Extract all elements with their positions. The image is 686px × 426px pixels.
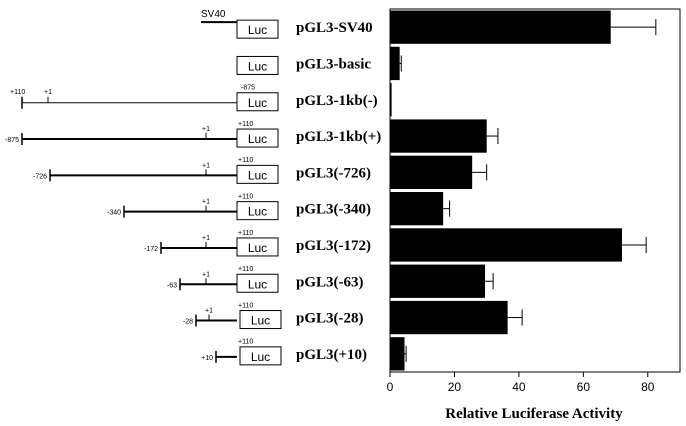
x-tick-label: 60 — [577, 380, 591, 394]
bar-pGL3(-340) — [390, 192, 444, 226]
position-label: +110 — [238, 266, 253, 273]
construct-label-pGL3-1kb(-): pGL3-1kb(-) — [296, 93, 378, 109]
position-label: -875 — [241, 85, 255, 92]
luc-box — [236, 201, 279, 221]
tss-label: +1 — [205, 308, 213, 315]
position-label: +110 — [238, 302, 253, 309]
bar-pGL3(+10) — [390, 337, 405, 371]
position-label: +110 — [238, 121, 253, 128]
construct-labels: pGL3-SV40 pGL3-basic pGL3-1kb(-) pGL3-1kb(+… — [296, 20, 381, 363]
luc-box — [236, 237, 279, 257]
tss-label: +1 — [202, 235, 210, 242]
error-bars — [399, 19, 657, 362]
construct-label-pGL3(-340): pGL3(-340) — [296, 202, 371, 218]
luc-label: Luc — [248, 241, 267, 255]
construct-label-pGL3(-172): pGL3(-172) — [296, 238, 371, 254]
position-label: +110 — [238, 157, 253, 164]
luc-box — [236, 128, 279, 148]
position-label: -172 — [144, 246, 158, 253]
x-tick-label: 20 — [448, 380, 462, 394]
luc-box — [236, 19, 279, 39]
luc-label: Luc — [251, 314, 270, 328]
construct-pGL3(-28): -28 +1 +110 Luc — [183, 302, 282, 330]
construct-pGL3(-172): -172 +1 +110 Luc — [144, 230, 279, 257]
tss-label: +1 — [202, 162, 210, 169]
construct-label-pGL3(-28): pGL3(-28) — [296, 311, 364, 327]
construct-label-pGL3(-63): pGL3(-63) — [296, 274, 364, 290]
position-label: +110 — [10, 89, 25, 96]
bar-pGL3-basic — [390, 46, 400, 81]
construct-label-pGL3(+10): pGL3(+10) — [296, 347, 367, 363]
x-tick-label: 40 — [512, 380, 526, 394]
position-label: +110 — [238, 230, 253, 237]
luc-box — [239, 310, 282, 330]
position-label: -340 — [107, 210, 121, 217]
bar-pGL3(-172) — [390, 228, 622, 262]
position-label: -28 — [183, 319, 193, 326]
luc-box — [236, 164, 279, 184]
bar-pGL3(-28) — [390, 300, 508, 335]
position-label: -63 — [167, 282, 177, 289]
construct-pGL3(-726): -726 +1 +110 Luc — [33, 157, 279, 184]
construct-pGL3-1kb(-): +110 +1 -875 Luc — [10, 85, 279, 112]
bar-pGL3-SV40 — [390, 10, 611, 44]
bar-pGL3-1kb(-) — [390, 83, 392, 117]
position-label: -726 — [33, 173, 47, 180]
tss-label: +1 — [202, 199, 210, 206]
tss-label: +1 — [202, 126, 210, 133]
x-tick-label: 0 — [387, 380, 394, 394]
construct-pGL3-1kb(+): -875 +1 +110 Luc — [5, 121, 279, 148]
construct-pGL3-basic: Luc — [236, 55, 279, 75]
luc-label: Luc — [248, 132, 267, 146]
tss-label: +1 — [44, 89, 52, 96]
luc-box — [239, 346, 282, 366]
tss-label: +1 — [202, 271, 210, 278]
x-tick-label: 80 — [641, 380, 655, 394]
luc-label: Luc — [248, 205, 267, 219]
x-axis-title: Relative Luciferase Activity — [445, 406, 623, 422]
construct-label-pGL3-basic: pGL3-basic — [296, 56, 371, 72]
construct-pGL3(-63): -63 +1 +110 Luc — [167, 266, 279, 293]
bar-pGL3(-726) — [390, 155, 473, 189]
construct-pGL3-SV40: SV40 Luc — [201, 9, 279, 39]
luc-box — [236, 273, 279, 293]
luc-box — [236, 92, 279, 112]
bar-pGL3(-63) — [390, 264, 486, 298]
luc-label: Luc — [251, 350, 270, 364]
construct-label-pGL3-SV40: pGL3-SV40 — [296, 20, 373, 36]
luc-box — [236, 55, 279, 75]
position-label: +110 — [238, 194, 253, 201]
luc-label: Luc — [248, 23, 267, 37]
luc-label: Luc — [248, 277, 267, 291]
bar-pGL3-1kb(+) — [390, 119, 487, 153]
luc-label: Luc — [248, 96, 267, 110]
plot-frame — [389, 8, 681, 373]
position-label: +110 — [238, 339, 253, 346]
promoter-label: SV40 — [201, 9, 226, 20]
bars — [390, 10, 622, 371]
construct-pGL3(-340): -340 +1 +110 Luc — [107, 194, 279, 221]
luc-label: Luc — [248, 168, 267, 182]
position-label: +10 — [201, 355, 213, 362]
construct-label-pGL3-1kb(+): pGL3-1kb(+) — [296, 129, 381, 145]
luc-label: Luc — [248, 59, 267, 73]
construct-pGL3(+10): +10 +110 Luc — [201, 339, 282, 366]
position-label: -875 — [5, 137, 19, 144]
construct-label-pGL3(-726): pGL3(-726) — [296, 165, 371, 181]
x-axis: 0 20 40 60 80 — [387, 372, 655, 394]
